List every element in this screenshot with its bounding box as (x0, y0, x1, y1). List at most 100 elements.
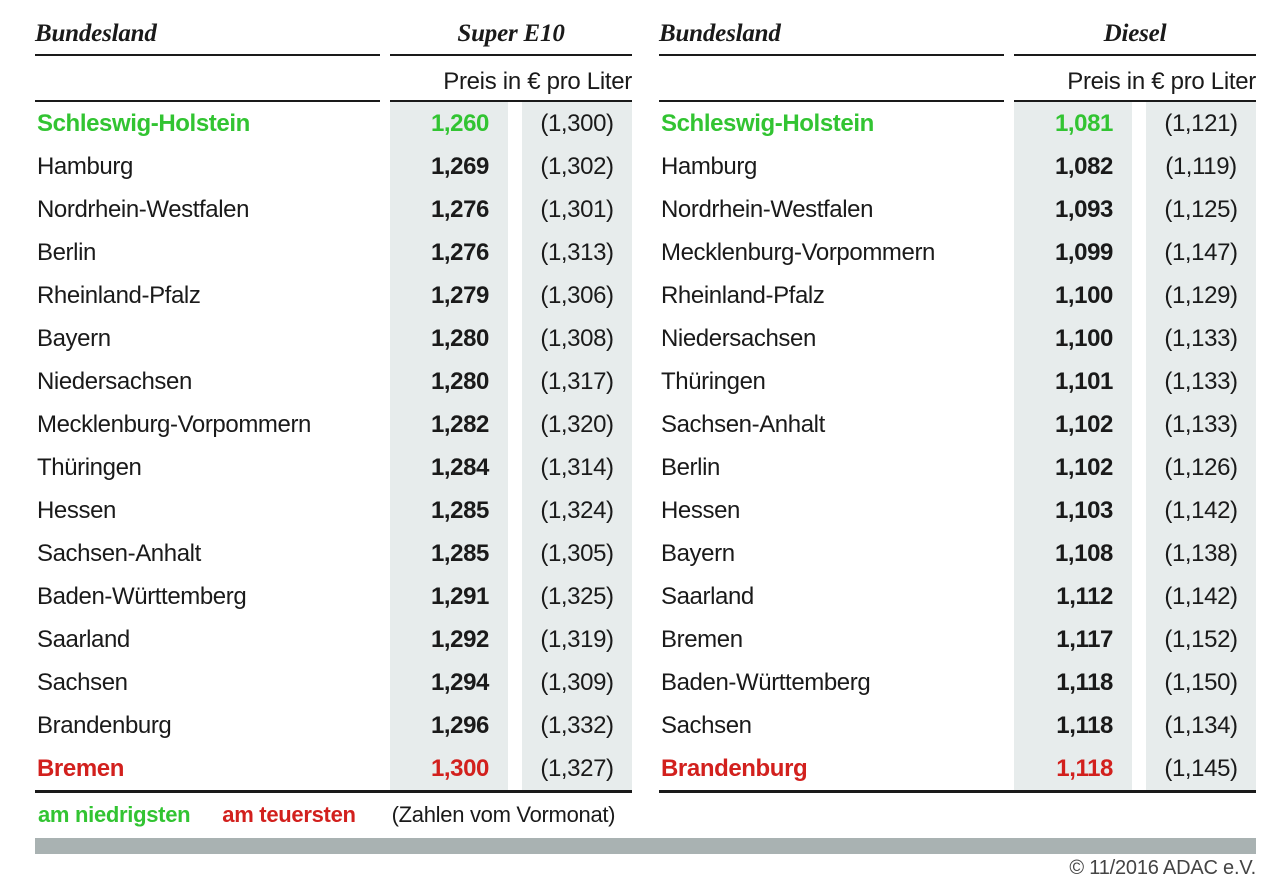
previous-month-price: (1,313) (522, 231, 632, 274)
previous-month-price: (1,134) (1146, 704, 1256, 747)
current-price: 1,284 (390, 446, 508, 489)
state-name: Bremen (661, 625, 743, 653)
state-name: Schleswig-Holstein (661, 109, 874, 137)
column-gap (1132, 661, 1146, 704)
current-price: 1,280 (390, 360, 508, 403)
state-name: Saarland (661, 582, 754, 610)
current-price: 1,117 (1014, 618, 1132, 661)
unit-header: Preis in € pro Liter (1014, 68, 1256, 102)
table-row: Hamburg 1,269 (1,302) (35, 145, 632, 188)
state-name: Baden-Württemberg (661, 668, 871, 696)
current-price: 1,118 (1014, 661, 1132, 704)
current-price: 1,099 (1014, 231, 1132, 274)
table-header: Bundesland Diesel (659, 12, 1256, 56)
column-gap (1132, 489, 1146, 532)
table-row: Hessen 1,103 (1,142) (659, 489, 1256, 532)
table-header: Bundesland Super E10 (35, 12, 632, 56)
legend-highest-label: am teuersten (222, 802, 356, 827)
state-name: Sachsen-Anhalt (661, 410, 825, 438)
legend: am niedrigsten am teuersten (Zahlen vom … (38, 802, 616, 828)
table-row: Saarland 1,292 (1,319) (35, 618, 632, 661)
state-name: Sachsen (661, 711, 752, 739)
state-name: Berlin (661, 453, 720, 481)
super-e10-table: Bundesland Super E10 Preis in € pro Lite… (35, 12, 632, 793)
column-gap (508, 145, 522, 188)
previous-month-price: (1,306) (522, 274, 632, 317)
previous-month-price: (1,152) (1146, 618, 1256, 661)
table-row: Brandenburg 1,296 (1,332) (35, 704, 632, 747)
previous-month-price: (1,302) (522, 145, 632, 188)
current-price: 1,082 (1014, 145, 1132, 188)
table-row: Baden-Württemberg 1,291 (1,325) (35, 575, 632, 618)
state-name: Berlin (37, 238, 96, 266)
state-name: Hamburg (661, 152, 757, 180)
table-row: Hamburg 1,082 (1,119) (659, 145, 1256, 188)
column-gap (1132, 532, 1146, 575)
previous-month-price: (1,133) (1146, 317, 1256, 360)
column-gap (508, 403, 522, 446)
current-price: 1,102 (1014, 446, 1132, 489)
current-price: 1,276 (390, 188, 508, 231)
previous-month-price: (1,305) (522, 532, 632, 575)
state-name: Hamburg (37, 152, 133, 180)
table-row: Sachsen 1,118 (1,134) (659, 704, 1256, 747)
table-row: Rheinland-Pfalz 1,279 (1,306) (35, 274, 632, 317)
current-price: 1,103 (1014, 489, 1132, 532)
previous-month-price: (1,150) (1146, 661, 1256, 704)
column-gap (1132, 317, 1146, 360)
unit-header: Preis in € pro Liter (390, 68, 632, 102)
previous-month-price: (1,121) (1146, 102, 1256, 145)
current-price: 1,296 (390, 704, 508, 747)
current-price: 1,279 (390, 274, 508, 317)
previous-month-price: (1,138) (1146, 532, 1256, 575)
table-row: Brandenburg 1,118 (1,145) (659, 747, 1256, 790)
current-price: 1,081 (1014, 102, 1132, 145)
unit-header-row: Preis in € pro Liter (35, 56, 632, 102)
state-column-header: Bundesland (35, 20, 380, 56)
state-name: Mecklenburg-Vorpommern (661, 238, 935, 266)
state-name: Brandenburg (37, 711, 172, 739)
state-name: Nordrhein-Westfalen (37, 195, 250, 223)
unit-header-row: Preis in € pro Liter (659, 56, 1256, 102)
current-price: 1,269 (390, 145, 508, 188)
previous-month-price: (1,301) (522, 188, 632, 231)
table-row: Baden-Württemberg 1,118 (1,150) (659, 661, 1256, 704)
current-price: 1,294 (390, 661, 508, 704)
current-price: 1,291 (390, 575, 508, 618)
current-price: 1,118 (1014, 704, 1132, 747)
state-name: Hessen (661, 496, 740, 524)
previous-month-price: (1,309) (522, 661, 632, 704)
previous-month-price: (1,317) (522, 360, 632, 403)
state-name: Mecklenburg-Vorpommern (37, 410, 311, 438)
previous-month-price: (1,325) (522, 575, 632, 618)
current-price: 1,282 (390, 403, 508, 446)
fuel-type-header: Diesel (1014, 20, 1256, 56)
table-row: Bayern 1,108 (1,138) (659, 532, 1256, 575)
table-row: Mecklenburg-Vorpommern 1,282 (1,320) (35, 403, 632, 446)
previous-month-price: (1,142) (1146, 489, 1256, 532)
state-name: Sachsen (37, 668, 128, 696)
current-price: 1,100 (1014, 317, 1132, 360)
table-row: Nordrhein-Westfalen 1,276 (1,301) (35, 188, 632, 231)
current-price: 1,285 (390, 532, 508, 575)
column-gap (508, 274, 522, 317)
table-row: Niedersachsen 1,280 (1,317) (35, 360, 632, 403)
table-row: Sachsen 1,294 (1,309) (35, 661, 632, 704)
current-price: 1,276 (390, 231, 508, 274)
header-rule-left (659, 56, 1004, 102)
previous-month-price: (1,332) (522, 704, 632, 747)
column-gap (1132, 747, 1146, 790)
state-name: Hessen (37, 496, 116, 524)
previous-month-price: (1,133) (1146, 360, 1256, 403)
table-row: Niedersachsen 1,100 (1,133) (659, 317, 1256, 360)
previous-month-price: (1,314) (522, 446, 632, 489)
table-row: Saarland 1,112 (1,142) (659, 575, 1256, 618)
state-name: Sachsen-Anhalt (37, 539, 201, 567)
state-name: Saarland (37, 625, 130, 653)
current-price: 1,280 (390, 317, 508, 360)
current-price: 1,285 (390, 489, 508, 532)
previous-month-price: (1,320) (522, 403, 632, 446)
current-price: 1,100 (1014, 274, 1132, 317)
table-row: Schleswig-Holstein 1,081 (1,121) (659, 102, 1256, 145)
